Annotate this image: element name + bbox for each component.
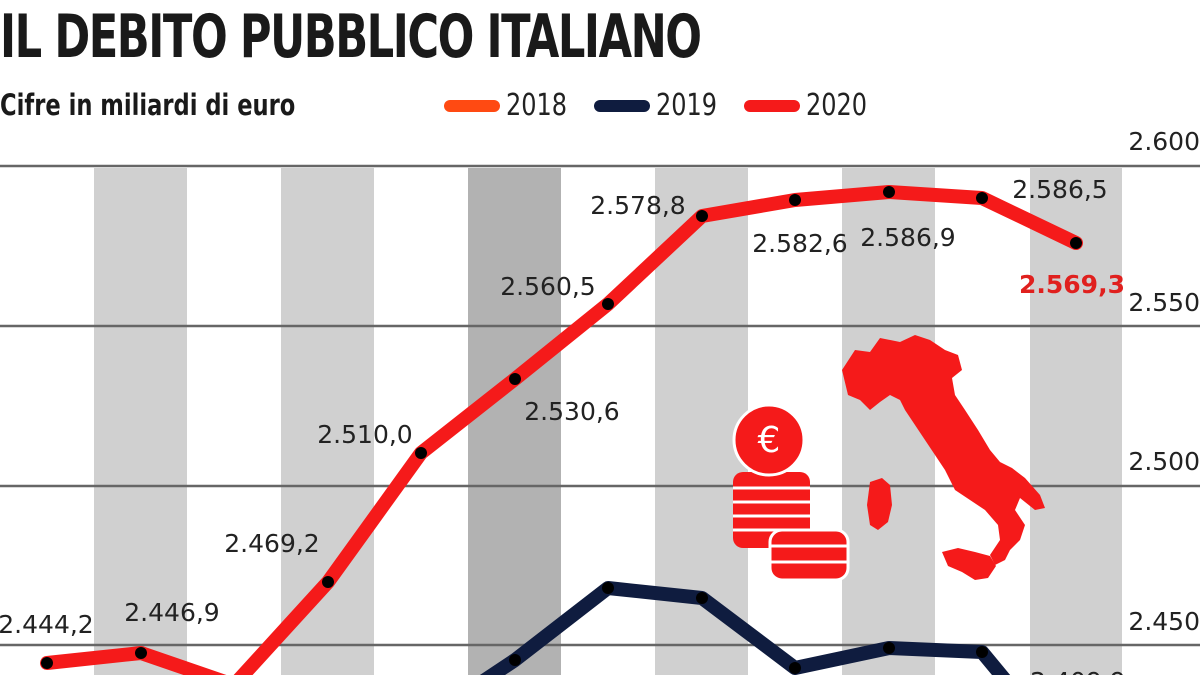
- legend-swatch-2018: [444, 99, 500, 112]
- column-bands: [94, 168, 1122, 675]
- legend-label: 2019: [656, 88, 718, 123]
- label-2020-12-highlight: 2.569,3: [1019, 270, 1125, 299]
- legend-swatch-2020: [744, 99, 800, 112]
- label-2019-12: 2.409,9: [1030, 667, 1125, 675]
- legend: 2018 2019 2020: [444, 88, 894, 123]
- label-2020-6: 2.530,6: [524, 397, 619, 426]
- label-2020-5: 2.510,0: [317, 420, 412, 449]
- legend-label: 2020: [806, 88, 868, 123]
- euro-coins-icon: €: [732, 403, 850, 582]
- label-2020-2: 2.446,9: [124, 598, 219, 627]
- y-tick-2500: 2.500: [1128, 447, 1200, 476]
- italy-map-icon: [842, 335, 1045, 580]
- label-2020-11: 2.586,5: [1012, 175, 1107, 204]
- legend-item-2019: 2019: [594, 88, 726, 123]
- y-tick-2600: 2.600: [1128, 127, 1200, 156]
- gridlines: [0, 164, 1200, 647]
- label-2020-9: 2.582,6: [752, 229, 847, 258]
- y-tick-2450: 2.450: [1128, 607, 1200, 636]
- legend-swatch-2019: [594, 99, 650, 112]
- label-2020-7: 2.560,5: [500, 272, 595, 301]
- series-2019: [479, 581, 1011, 675]
- label-2020-4: 2.469,2: [224, 529, 319, 558]
- label-2020-8: 2.578,8: [590, 191, 685, 220]
- chart-subtitle: Cifre in miliardi di euro: [0, 88, 296, 122]
- legend-item-2020: 2020: [744, 88, 876, 123]
- legend-item-2018: 2018: [444, 88, 576, 123]
- data-labels: 2.444,2 2.446,9 2.469,2 2.510,0 2.530,6 …: [0, 175, 1126, 675]
- y-tick-2550: 2.550: [1128, 288, 1200, 317]
- series-2020: [40, 185, 1083, 675]
- legend-label: 2018: [506, 88, 568, 123]
- chart-title: IL DEBITO PUBBLICO ITALIANO: [0, 2, 702, 72]
- label-2020-1: 2.444,2: [0, 610, 94, 639]
- svg-text:€: €: [758, 420, 781, 461]
- label-2020-10: 2.586,9: [860, 223, 955, 252]
- y-axis-labels: 2.600 2.550 2.500 2.450: [1128, 127, 1200, 636]
